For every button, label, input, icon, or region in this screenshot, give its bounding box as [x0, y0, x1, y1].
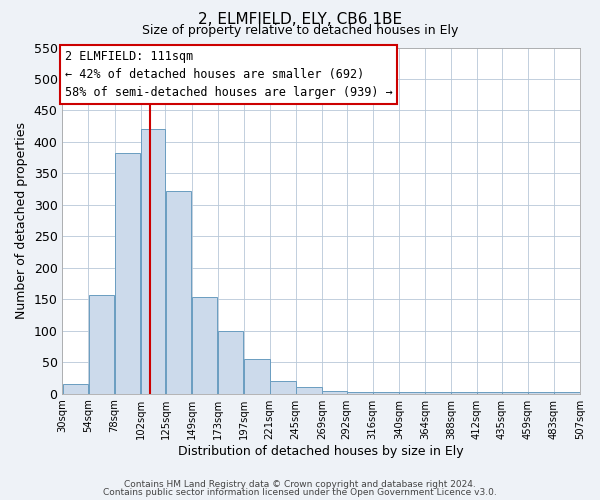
Bar [244, 359, 269, 394]
Text: Size of property relative to detached houses in Ely: Size of property relative to detached ho… [142, 24, 458, 37]
Bar [270, 381, 296, 394]
Bar [347, 392, 373, 394]
Bar [451, 392, 477, 394]
Bar [166, 191, 191, 394]
Bar [399, 392, 425, 394]
Text: 2, ELMFIELD, ELY, CB6 1BE: 2, ELMFIELD, ELY, CB6 1BE [198, 12, 402, 28]
Bar [89, 295, 115, 394]
Bar [502, 392, 528, 394]
Bar [554, 392, 580, 394]
Bar [218, 331, 244, 394]
Text: Contains HM Land Registry data © Crown copyright and database right 2024.: Contains HM Land Registry data © Crown c… [124, 480, 476, 489]
Bar [322, 390, 347, 394]
X-axis label: Distribution of detached houses by size in Ely: Distribution of detached houses by size … [178, 444, 464, 458]
Bar [62, 384, 88, 394]
Bar [115, 152, 140, 394]
Y-axis label: Number of detached properties: Number of detached properties [15, 122, 28, 319]
Bar [192, 298, 217, 394]
Bar [528, 392, 554, 394]
Bar [296, 388, 322, 394]
Text: 2 ELMFIELD: 111sqm
← 42% of detached houses are smaller (692)
58% of semi-detach: 2 ELMFIELD: 111sqm ← 42% of detached hou… [65, 50, 392, 99]
Bar [425, 392, 451, 394]
Bar [373, 392, 398, 394]
Bar [477, 392, 502, 394]
Bar [141, 130, 166, 394]
Text: Contains public sector information licensed under the Open Government Licence v3: Contains public sector information licen… [103, 488, 497, 497]
